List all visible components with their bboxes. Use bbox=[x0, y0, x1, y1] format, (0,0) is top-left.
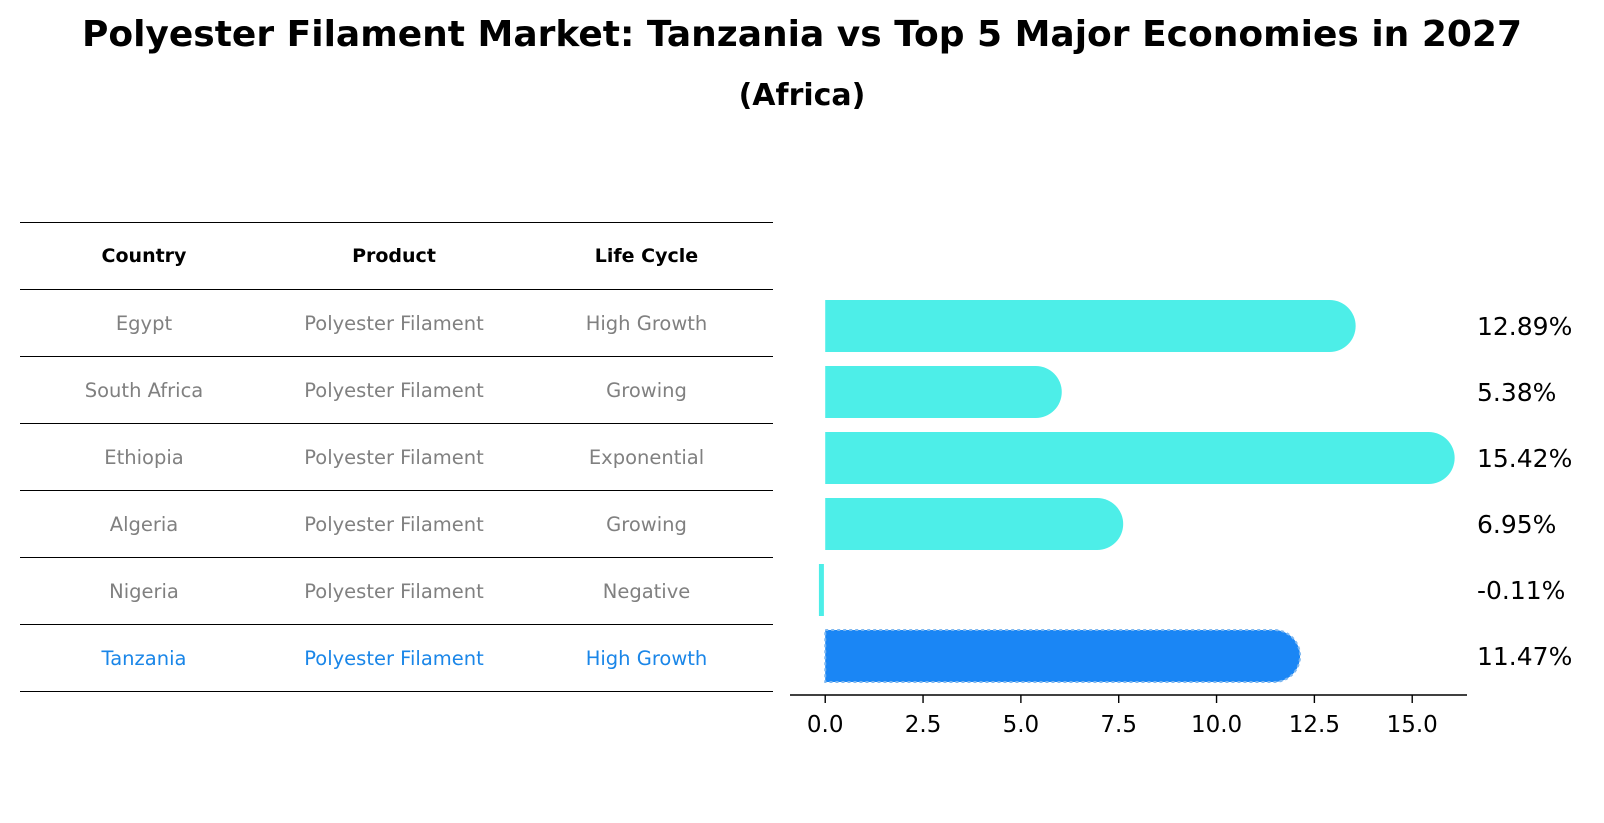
bar-egypt bbox=[825, 300, 1356, 352]
cell-product: Polyester Filament bbox=[268, 289, 520, 357]
table-header-row: Country Product Life Cycle bbox=[20, 222, 773, 290]
bar-value-label: 6.95% bbox=[1477, 510, 1556, 539]
x-tick-label: 2.5 bbox=[905, 712, 942, 738]
header-life-cycle: Life Cycle bbox=[520, 222, 773, 290]
cell-country: South Africa bbox=[20, 356, 268, 424]
table-row: Nigeria Polyester Filament Negative bbox=[20, 557, 773, 625]
header-country: Country bbox=[20, 222, 268, 290]
cell-country: Nigeria bbox=[20, 557, 268, 625]
cell-product: Polyester Filament bbox=[268, 356, 520, 424]
cell-product: Polyester Filament bbox=[268, 490, 520, 558]
table-row: Algeria Polyester Filament Growing bbox=[20, 490, 773, 558]
bar-value-label: -0.11% bbox=[1477, 576, 1565, 605]
cell-country: Ethiopia bbox=[20, 423, 268, 491]
header-product: Product bbox=[268, 222, 520, 290]
x-tick-label: 7.5 bbox=[1100, 712, 1137, 738]
cell-country: Algeria bbox=[20, 490, 268, 558]
cell-life-cycle: Growing bbox=[520, 490, 773, 558]
bar-nigeria bbox=[818, 564, 824, 616]
bar-value-label: 12.89% bbox=[1477, 312, 1572, 341]
cell-product: Polyester Filament bbox=[268, 557, 520, 625]
cell-life-cycle: High Growth bbox=[520, 289, 773, 357]
x-tick-label: 0.0 bbox=[807, 712, 844, 738]
table-row: Tanzania Polyester Filament High Growth bbox=[20, 624, 773, 692]
cell-life-cycle: Negative bbox=[520, 557, 773, 625]
bar-value-label: 11.47% bbox=[1477, 642, 1572, 671]
cell-country: Egypt bbox=[20, 289, 268, 357]
x-tick-label: 10.0 bbox=[1191, 712, 1242, 738]
table-row: South Africa Polyester Filament Growing bbox=[20, 356, 773, 424]
bar-south-africa bbox=[825, 366, 1062, 418]
bar-value-label: 5.38% bbox=[1477, 378, 1556, 407]
cell-life-cycle: High Growth bbox=[520, 624, 773, 692]
market-table: Country Product Life Cycle Egypt Polyeste… bbox=[20, 222, 773, 692]
cell-product: Polyester Filament bbox=[268, 423, 520, 491]
x-tick-label: 12.5 bbox=[1289, 712, 1340, 738]
bar-tanzania bbox=[824, 629, 1302, 683]
chart-title: Polyester Filament Market: Tanzania vs T… bbox=[81, 14, 1523, 55]
chart-subtitle: (Africa) bbox=[738, 78, 866, 113]
cell-country: Tanzania bbox=[20, 624, 268, 692]
cell-life-cycle: Growing bbox=[520, 356, 773, 424]
bar-value-label: 15.42% bbox=[1477, 444, 1572, 473]
table-row: Ethiopia Polyester Filament Exponential bbox=[20, 423, 773, 491]
bar-ethiopia bbox=[825, 432, 1455, 484]
cell-life-cycle: Exponential bbox=[520, 423, 773, 491]
table-row: Egypt Polyester Filament High Growth bbox=[20, 289, 773, 357]
x-tick-label: 5.0 bbox=[1003, 712, 1040, 738]
bar-algeria bbox=[825, 498, 1124, 550]
cell-product: Polyester Filament bbox=[268, 624, 520, 692]
x-tick-label: 15.0 bbox=[1387, 712, 1438, 738]
